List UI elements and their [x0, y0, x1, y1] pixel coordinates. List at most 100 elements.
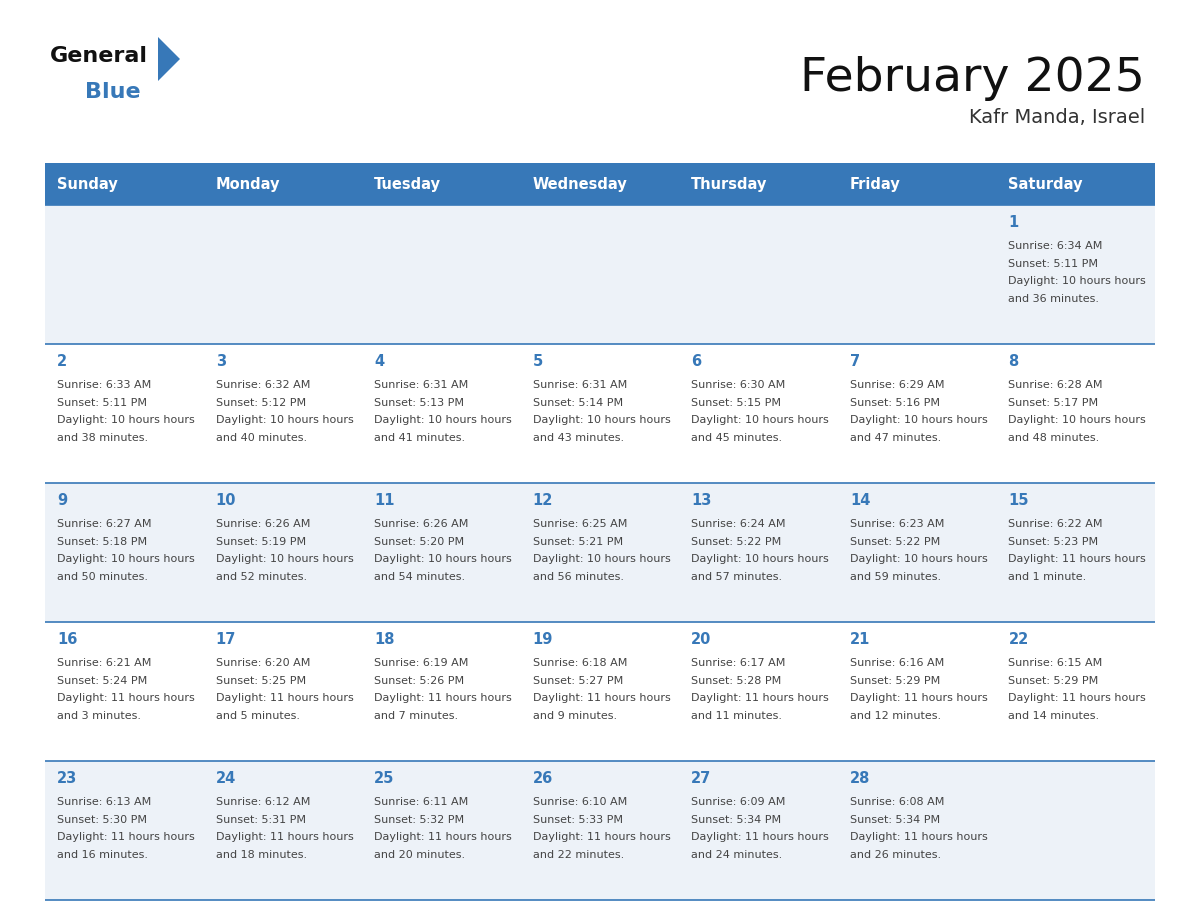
Text: Sunset: 5:30 PM: Sunset: 5:30 PM [57, 814, 147, 824]
Text: Saturday: Saturday [1009, 176, 1083, 192]
Text: 24: 24 [215, 771, 236, 786]
Text: Daylight: 10 hours hours: Daylight: 10 hours hours [57, 416, 195, 425]
Text: Sunrise: 6:32 AM: Sunrise: 6:32 AM [215, 380, 310, 390]
Text: and 12 minutes.: and 12 minutes. [849, 711, 941, 722]
Text: Sunset: 5:33 PM: Sunset: 5:33 PM [532, 814, 623, 824]
Bar [45, 163, 203, 205]
Text: 20: 20 [691, 632, 712, 647]
Text: Daylight: 11 hours hours: Daylight: 11 hours hours [691, 693, 829, 703]
Text: Sunset: 5:28 PM: Sunset: 5:28 PM [691, 676, 782, 686]
Text: Sunrise: 6:20 AM: Sunrise: 6:20 AM [215, 658, 310, 668]
Text: Daylight: 11 hours hours: Daylight: 11 hours hours [1009, 693, 1146, 703]
Text: 14: 14 [849, 493, 871, 508]
Text: Sunset: 5:11 PM: Sunset: 5:11 PM [57, 397, 147, 408]
Text: 18: 18 [374, 632, 394, 647]
Text: and 50 minutes.: and 50 minutes. [57, 572, 148, 582]
Text: Sunset: 5:26 PM: Sunset: 5:26 PM [374, 676, 465, 686]
Text: Daylight: 10 hours hours: Daylight: 10 hours hours [215, 554, 353, 565]
Text: Sunset: 5:29 PM: Sunset: 5:29 PM [1009, 676, 1099, 686]
Text: Sunrise: 6:17 AM: Sunrise: 6:17 AM [691, 658, 785, 668]
Text: Wednesday: Wednesday [532, 176, 627, 192]
Text: Sunrise: 6:31 AM: Sunrise: 6:31 AM [532, 380, 627, 390]
Text: Daylight: 10 hours hours: Daylight: 10 hours hours [532, 416, 670, 425]
Text: 21: 21 [849, 632, 871, 647]
Text: Sunset: 5:18 PM: Sunset: 5:18 PM [57, 537, 147, 547]
Text: Tuesday: Tuesday [374, 176, 441, 192]
Text: 25: 25 [374, 771, 394, 786]
Text: 15: 15 [1009, 493, 1029, 508]
Text: Sunrise: 6:33 AM: Sunrise: 6:33 AM [57, 380, 151, 390]
Text: Daylight: 10 hours hours: Daylight: 10 hours hours [691, 554, 829, 565]
Text: Daylight: 10 hours hours: Daylight: 10 hours hours [215, 416, 353, 425]
Text: Sunrise: 6:30 AM: Sunrise: 6:30 AM [691, 380, 785, 390]
Text: Sunrise: 6:15 AM: Sunrise: 6:15 AM [1009, 658, 1102, 668]
Text: 3: 3 [215, 354, 226, 369]
Text: Kafr Manda, Israel: Kafr Manda, Israel [968, 108, 1145, 127]
Text: and 14 minutes.: and 14 minutes. [1009, 711, 1100, 722]
Text: and 59 minutes.: and 59 minutes. [849, 572, 941, 582]
Text: February 2025: February 2025 [801, 56, 1145, 101]
Text: Sunrise: 6:13 AM: Sunrise: 6:13 AM [57, 797, 151, 807]
Text: and 24 minutes.: and 24 minutes. [691, 850, 783, 860]
Text: Sunset: 5:23 PM: Sunset: 5:23 PM [1009, 537, 1099, 547]
Text: Daylight: 10 hours hours: Daylight: 10 hours hours [57, 554, 195, 565]
Text: Sunset: 5:27 PM: Sunset: 5:27 PM [532, 676, 623, 686]
Bar [45, 622, 1155, 761]
Text: Sunday: Sunday [57, 176, 118, 192]
Text: Sunrise: 6:11 AM: Sunrise: 6:11 AM [374, 797, 468, 807]
Text: General: General [50, 46, 148, 66]
Text: 28: 28 [849, 771, 871, 786]
Text: Sunrise: 6:19 AM: Sunrise: 6:19 AM [374, 658, 468, 668]
Text: Sunset: 5:32 PM: Sunset: 5:32 PM [374, 814, 465, 824]
Text: Sunrise: 6:27 AM: Sunrise: 6:27 AM [57, 519, 152, 529]
Text: Sunrise: 6:28 AM: Sunrise: 6:28 AM [1009, 380, 1102, 390]
Text: Sunset: 5:21 PM: Sunset: 5:21 PM [532, 537, 623, 547]
Text: 7: 7 [849, 354, 860, 369]
Text: Sunrise: 6:25 AM: Sunrise: 6:25 AM [532, 519, 627, 529]
Bar [520, 163, 680, 205]
Text: Thursday: Thursday [691, 176, 767, 192]
Text: and 22 minutes.: and 22 minutes. [532, 850, 624, 860]
Text: and 38 minutes.: and 38 minutes. [57, 433, 148, 443]
Text: Daylight: 10 hours hours: Daylight: 10 hours hours [374, 554, 512, 565]
Text: Daylight: 11 hours hours: Daylight: 11 hours hours [374, 833, 512, 843]
Text: and 41 minutes.: and 41 minutes. [374, 433, 466, 443]
Text: Daylight: 11 hours hours: Daylight: 11 hours hours [1009, 554, 1146, 565]
Text: Sunrise: 6:34 AM: Sunrise: 6:34 AM [1009, 241, 1102, 251]
Text: Sunrise: 6:31 AM: Sunrise: 6:31 AM [374, 380, 468, 390]
Polygon shape [158, 37, 181, 81]
Text: Sunset: 5:22 PM: Sunset: 5:22 PM [849, 537, 940, 547]
Text: 9: 9 [57, 493, 68, 508]
Text: Sunrise: 6:16 AM: Sunrise: 6:16 AM [849, 658, 944, 668]
Bar [45, 483, 1155, 622]
Text: Sunset: 5:15 PM: Sunset: 5:15 PM [691, 397, 782, 408]
Text: Daylight: 10 hours hours: Daylight: 10 hours hours [691, 416, 829, 425]
Text: 16: 16 [57, 632, 77, 647]
Text: Sunset: 5:25 PM: Sunset: 5:25 PM [215, 676, 305, 686]
Text: and 56 minutes.: and 56 minutes. [532, 572, 624, 582]
Text: Sunset: 5:31 PM: Sunset: 5:31 PM [215, 814, 305, 824]
Text: Sunrise: 6:10 AM: Sunrise: 6:10 AM [532, 797, 627, 807]
Text: Sunset: 5:13 PM: Sunset: 5:13 PM [374, 397, 465, 408]
Text: Sunrise: 6:29 AM: Sunrise: 6:29 AM [849, 380, 944, 390]
Text: Sunset: 5:24 PM: Sunset: 5:24 PM [57, 676, 147, 686]
Text: Sunrise: 6:22 AM: Sunrise: 6:22 AM [1009, 519, 1102, 529]
Text: 8: 8 [1009, 354, 1018, 369]
Text: and 5 minutes.: and 5 minutes. [215, 711, 299, 722]
Bar [362, 163, 520, 205]
Text: 22: 22 [1009, 632, 1029, 647]
Text: Daylight: 11 hours hours: Daylight: 11 hours hours [532, 693, 670, 703]
Text: Sunset: 5:22 PM: Sunset: 5:22 PM [691, 537, 782, 547]
Text: Daylight: 10 hours hours: Daylight: 10 hours hours [374, 416, 512, 425]
Text: and 18 minutes.: and 18 minutes. [215, 850, 307, 860]
Text: and 40 minutes.: and 40 minutes. [215, 433, 307, 443]
Bar [203, 163, 362, 205]
Text: Daylight: 11 hours hours: Daylight: 11 hours hours [215, 693, 353, 703]
Text: Daylight: 11 hours hours: Daylight: 11 hours hours [57, 833, 195, 843]
Text: Daylight: 11 hours hours: Daylight: 11 hours hours [849, 833, 987, 843]
Text: Sunset: 5:11 PM: Sunset: 5:11 PM [1009, 259, 1099, 269]
Text: Daylight: 11 hours hours: Daylight: 11 hours hours [532, 833, 670, 843]
Text: Sunrise: 6:12 AM: Sunrise: 6:12 AM [215, 797, 310, 807]
Text: 23: 23 [57, 771, 77, 786]
Text: 5: 5 [532, 354, 543, 369]
